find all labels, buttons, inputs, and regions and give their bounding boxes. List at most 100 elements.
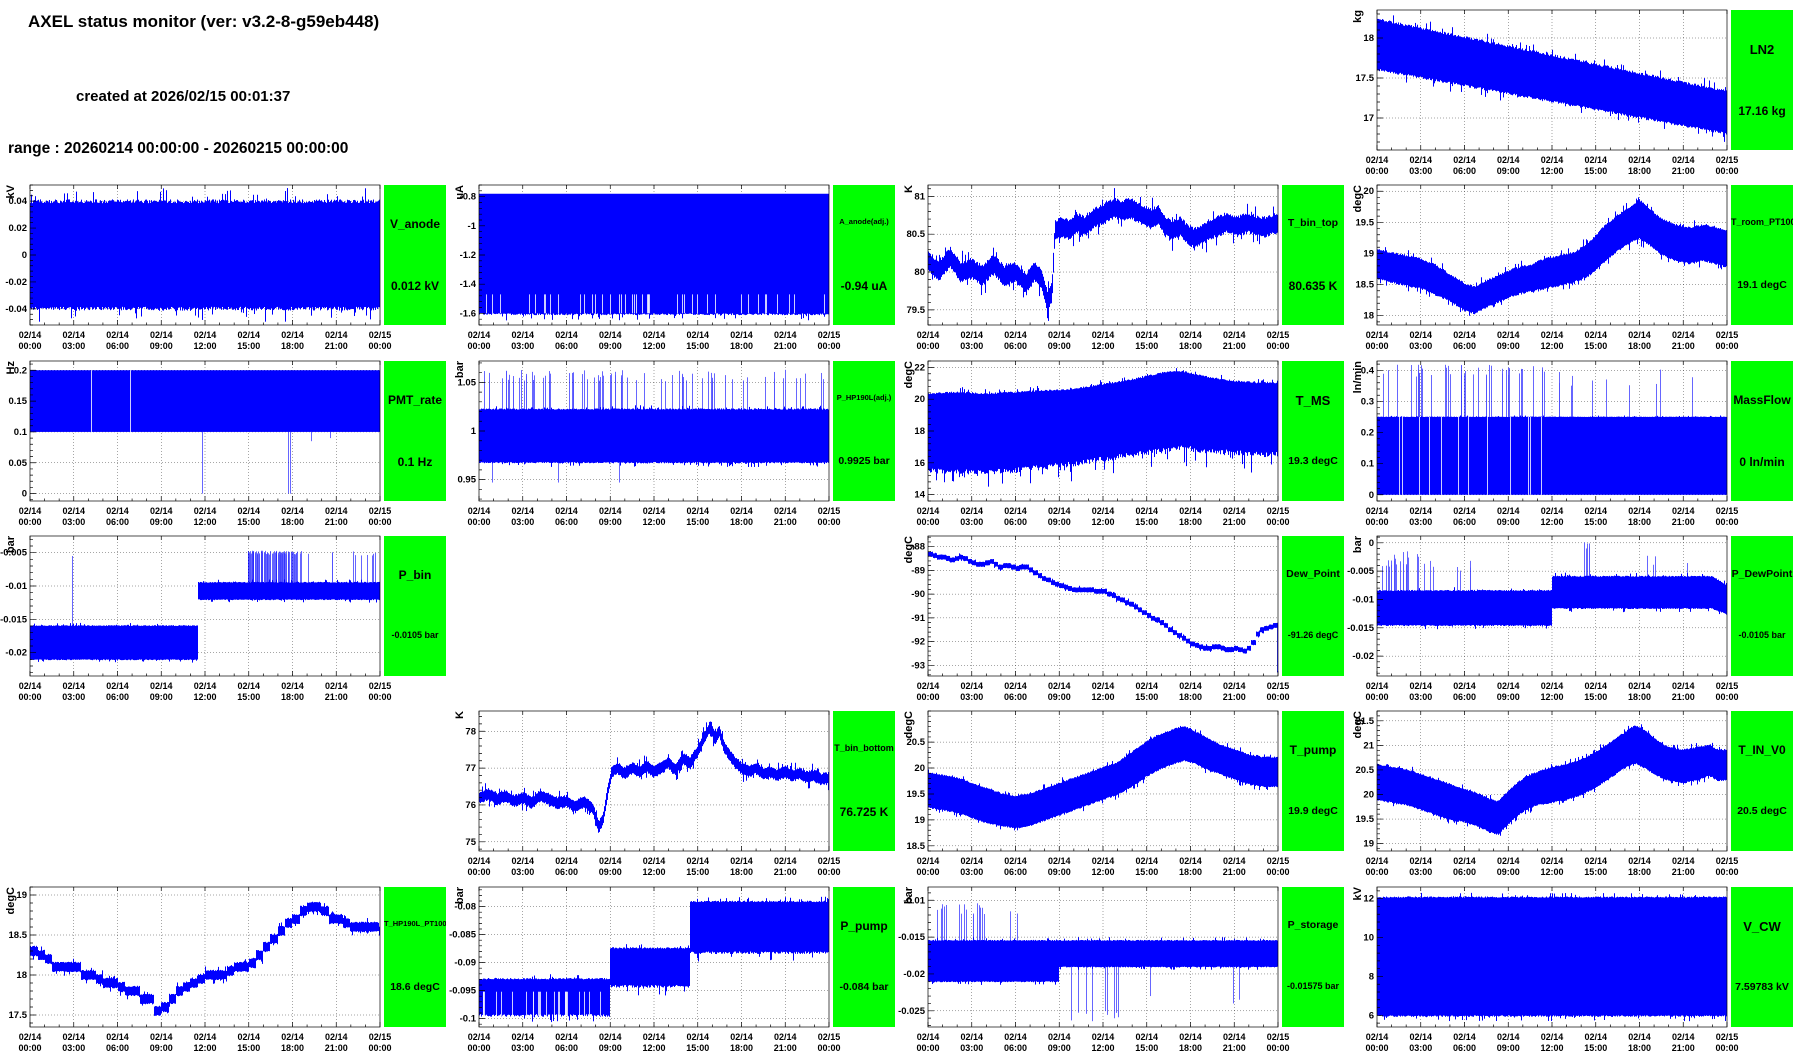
title-block: AXEL status monitor (ver: v3.2-8-g59eb44… [0, 0, 449, 175]
plot-legend: P_storage -0.01575 bar [1282, 887, 1344, 1027]
plot-name: V_anode [389, 217, 440, 231]
plot-value: -0.01575 bar [1286, 981, 1340, 991]
plot-value: 19.3 degC [1288, 455, 1338, 467]
plot-cell-T_pump: T_pump 19.9 degC [898, 701, 1347, 877]
plot-value: 0.1 Hz [397, 455, 433, 469]
plot-value: 17.16 kg [1738, 104, 1786, 118]
plot-canvas [0, 526, 449, 702]
plot-canvas [449, 877, 898, 1053]
plot-legend: P_DewPoint -0.0105 bar [1731, 536, 1793, 676]
plot-name: P_DewPoint [1731, 568, 1793, 580]
plot-name: A_anode(adj.) [839, 217, 889, 226]
plot-name: T_HP190L_PT100 [384, 919, 446, 928]
plot-name: T_bin_top [1287, 217, 1339, 229]
plot-canvas [1347, 0, 1796, 176]
plot-cell-V_anode: V_anode 0.012 kV [0, 175, 449, 351]
plot-legend: T_HP190L_PT100 18.6 degC [384, 887, 446, 1027]
plot-name: V_CW [1743, 919, 1781, 934]
plot-value: 19.9 degC [1288, 805, 1338, 817]
plot-name: T_MS [1295, 393, 1331, 408]
plot-value: -0.0105 bar [1738, 630, 1786, 640]
plot-value: 7.59783 kV [1735, 981, 1789, 993]
created-at-line: created at 2026/02/15 00:01:37 [76, 88, 291, 105]
plot-cell-T_IN_V0: T_IN_V0 20.5 degC [1347, 701, 1796, 877]
plot-cell-P_bin: P_bin -0.0105 bar [0, 526, 449, 702]
plot-value: 0.012 kV [390, 279, 440, 293]
plot-name: P_bin [398, 568, 432, 582]
plot-canvas [898, 175, 1347, 351]
plot-cell-T_MS: T_MS 19.3 degC [898, 351, 1347, 527]
plot-canvas [898, 877, 1347, 1053]
plot-name: LN2 [1749, 42, 1775, 57]
plot-cell-A_anode(adj.): A_anode(adj.) -0.94 uA [449, 175, 898, 351]
plot-legend: V_anode 0.012 kV [384, 185, 446, 325]
plot-canvas [898, 351, 1347, 527]
plot-cell-P_DewPoint: P_DewPoint -0.0105 bar [1347, 526, 1796, 702]
plot-canvas [1347, 175, 1796, 351]
plot-value: 0.9925 bar [838, 455, 890, 467]
plot-name: T_room_PT100 [1731, 217, 1793, 227]
plot-cell-T_room_PT100: T_room_PT100 19.1 degC [1347, 175, 1796, 351]
plot-value: 19.1 degC [1737, 279, 1787, 291]
plot-canvas [449, 701, 898, 877]
plot-canvas [1347, 526, 1796, 702]
range-line: range : 20260214 00:00:00 - 20260215 00:… [8, 140, 349, 157]
plot-cell-V_CW: V_CW 7.59783 kV [1347, 877, 1796, 1053]
plot-legend: PMT_rate 0.1 Hz [384, 361, 446, 501]
plot-canvas [0, 175, 449, 351]
plot-legend: P_pump -0.084 bar [833, 887, 895, 1027]
plot-legend: T_pump 19.9 degC [1282, 711, 1344, 851]
plot-name: T_IN_V0 [1738, 743, 1786, 757]
plot-name: Dew_Point [1286, 568, 1340, 580]
plot-value: -0.0105 bar [391, 630, 439, 640]
plot-canvas [0, 877, 449, 1053]
plot-legend: MassFlow 0 ln/min [1731, 361, 1793, 501]
plot-legend: A_anode(adj.) -0.94 uA [833, 185, 895, 325]
plot-cell-T_HP190L_PT100: T_HP190L_PT100 18.6 degC [0, 877, 449, 1053]
plot-canvas [898, 701, 1347, 877]
plot-value: -0.084 bar [839, 981, 889, 993]
plot-value: -0.94 uA [840, 279, 888, 293]
plot-value: 20.5 degC [1737, 805, 1787, 817]
plot-canvas [449, 175, 898, 351]
plot-cell-P_HP190L(adj.): P_HP190L(adj.) 0.9925 bar [449, 351, 898, 527]
plot-legend: Dew_Point -91.26 degC [1282, 536, 1344, 676]
plot-value: 18.6 degC [390, 981, 440, 993]
plot-canvas [449, 351, 898, 527]
plot-name: P_pump [840, 919, 888, 933]
plot-name: MassFlow [1733, 393, 1791, 407]
plot-legend: T_room_PT100 19.1 degC [1731, 185, 1793, 325]
plot-value: 80.635 K [1288, 279, 1338, 293]
plot-cell-T_bin_bottom: T_bin_bottom 76.725 K [449, 701, 898, 877]
plot-legend: T_IN_V0 20.5 degC [1731, 711, 1793, 851]
plot-cell-T_bin_top: T_bin_top 80.635 K [898, 175, 1347, 351]
plot-legend: P_HP190L(adj.) 0.9925 bar [833, 361, 895, 501]
plot-canvas [1347, 877, 1796, 1053]
plot-cell-MassFlow: MassFlow 0 ln/min [1347, 351, 1796, 527]
plot-name: T_pump [1289, 743, 1337, 757]
plot-legend: V_CW 7.59783 kV [1731, 887, 1793, 1027]
plot-value: 0 ln/min [1739, 455, 1785, 469]
plot-legend: P_bin -0.0105 bar [384, 536, 446, 676]
plot-cell-PMT_rate: PMT_rate 0.1 Hz [0, 351, 449, 527]
plot-name: PMT_rate [387, 393, 443, 407]
plot-cell-LN2: LN2 17.16 kg [1347, 0, 1796, 176]
plot-canvas [0, 351, 449, 527]
plot-cell-P_storage: P_storage -0.01575 bar [898, 877, 1347, 1053]
page-title: AXEL status monitor (ver: v3.2-8-g59eb44… [28, 12, 380, 31]
plot-name: P_storage [1287, 919, 1339, 931]
plot-legend: LN2 17.16 kg [1731, 10, 1793, 150]
plot-value: 76.725 K [839, 805, 889, 819]
plot-cell-Dew_Point: Dew_Point -91.26 degC [898, 526, 1347, 702]
plot-name: P_HP190L(adj.) [836, 393, 892, 402]
plot-value: -91.26 degC [1287, 630, 1339, 640]
plot-canvas [1347, 351, 1796, 527]
plot-legend: T_bin_bottom 76.725 K [833, 711, 895, 851]
plot-legend: T_MS 19.3 degC [1282, 361, 1344, 501]
plot-canvas [898, 526, 1347, 702]
plot-name: T_bin_bottom [834, 743, 894, 753]
plot-canvas [1347, 701, 1796, 877]
plot-cell-P_pump: P_pump -0.084 bar [449, 877, 898, 1053]
plot-legend: T_bin_top 80.635 K [1282, 185, 1344, 325]
